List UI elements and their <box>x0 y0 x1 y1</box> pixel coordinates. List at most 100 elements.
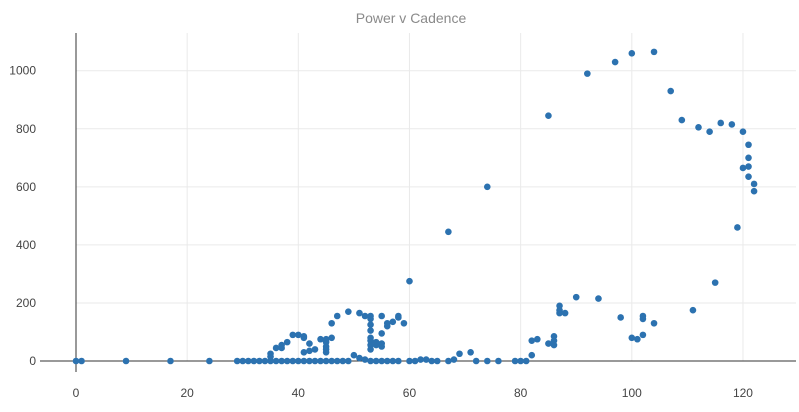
data-point <box>406 277 413 285</box>
data-point <box>456 350 463 358</box>
data-point <box>361 356 369 363</box>
data-point <box>283 338 291 346</box>
data-point <box>295 331 302 339</box>
x-tick-label: 20 <box>180 386 194 400</box>
data-point <box>545 112 552 120</box>
data-point <box>628 334 636 342</box>
data-point <box>317 335 324 343</box>
data-point <box>333 357 341 365</box>
data-point <box>367 312 374 320</box>
data-point <box>233 357 241 365</box>
data-point <box>272 357 280 365</box>
chart-title: Power v Cadence <box>356 10 467 26</box>
data-point <box>356 354 363 362</box>
data-point <box>395 357 402 365</box>
data-point <box>339 357 347 365</box>
data-point <box>372 338 380 346</box>
data-point <box>328 334 335 342</box>
data-point <box>745 173 752 180</box>
x-tick-label: 120 <box>733 386 753 400</box>
data-point <box>300 348 308 356</box>
data-point <box>333 312 341 320</box>
data-point <box>750 187 758 195</box>
data-point <box>617 314 624 321</box>
data-point <box>745 163 752 170</box>
data-point <box>278 357 285 365</box>
data-point <box>306 340 313 347</box>
data-point <box>367 327 374 334</box>
data-point <box>267 350 274 358</box>
data-point <box>728 121 736 128</box>
data-point <box>717 119 725 127</box>
axes <box>40 33 796 372</box>
y-tick-label: 400 <box>16 238 36 252</box>
data-point <box>345 357 352 365</box>
data-point <box>378 340 385 347</box>
data-point <box>678 116 686 124</box>
data-point <box>561 309 569 317</box>
data-point <box>311 357 319 365</box>
data-point <box>745 141 752 149</box>
data-point <box>584 70 591 77</box>
data-point <box>634 335 641 343</box>
data-point <box>650 319 658 327</box>
data-point <box>739 164 747 172</box>
data-point <box>511 357 519 365</box>
data-point <box>328 357 335 365</box>
data-point <box>272 344 280 352</box>
data-point <box>372 357 380 365</box>
x-tick-label: 60 <box>403 386 417 400</box>
data-point <box>711 279 719 286</box>
data-point <box>522 357 530 365</box>
data-point <box>261 357 269 365</box>
y-tick-label: 600 <box>16 180 36 194</box>
data-point <box>483 183 491 191</box>
data-point <box>350 351 358 359</box>
data-point <box>283 357 291 365</box>
data-point <box>483 357 491 365</box>
data-point <box>667 87 675 95</box>
data-point <box>295 357 302 365</box>
x-tick-label: 80 <box>514 386 528 400</box>
y-tick-label: 200 <box>16 296 36 310</box>
data-point <box>378 312 385 320</box>
data-point <box>528 351 536 359</box>
data-point <box>428 357 436 365</box>
data-point <box>595 295 602 302</box>
data-point <box>356 309 363 317</box>
data-point <box>417 356 424 363</box>
data-point <box>239 357 247 365</box>
data-point <box>445 357 452 365</box>
data-point <box>528 337 536 344</box>
data-point <box>206 357 213 365</box>
data-point <box>289 357 297 365</box>
data-point <box>639 312 647 320</box>
data-point <box>345 308 352 315</box>
data-point <box>445 228 452 236</box>
data-point <box>495 357 502 365</box>
data-point <box>689 306 697 314</box>
data-point <box>389 357 397 365</box>
data-point <box>72 357 80 365</box>
data-point <box>545 340 552 347</box>
data-point <box>406 357 413 365</box>
data-point <box>472 357 480 365</box>
data-point <box>611 58 619 66</box>
data-point <box>650 48 658 56</box>
y-tick-label: 0 <box>29 354 36 368</box>
y-tick-label: 1000 <box>9 64 36 78</box>
data-point <box>383 319 391 327</box>
data-point <box>361 312 369 320</box>
data-point <box>367 321 374 329</box>
data-point <box>750 180 758 188</box>
data-point <box>383 357 391 365</box>
data-point <box>378 330 385 337</box>
data-point <box>122 357 130 365</box>
data-point <box>367 334 374 342</box>
data-point <box>256 357 263 365</box>
data-point <box>328 319 335 327</box>
data-point <box>317 357 324 365</box>
data-point <box>534 335 541 343</box>
